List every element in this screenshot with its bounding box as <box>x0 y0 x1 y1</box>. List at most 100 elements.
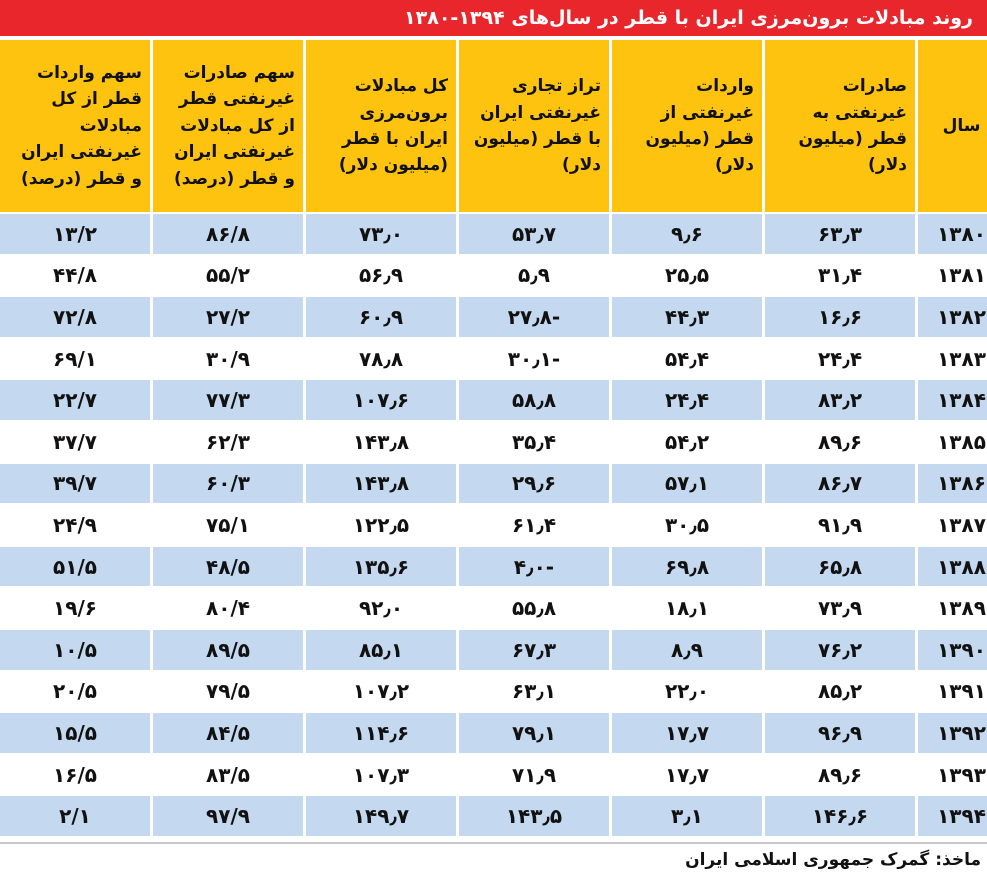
value-cell: ۵۶٫۹ <box>306 255 456 296</box>
table-row: ۱۳۹۴ ۱۴۶٫۶ ۳٫۱ ۱۴۳٫۵ ۱۴۹٫۷ ۹۷/۹ ۲/۱ <box>0 796 987 836</box>
value-cell: ۵۵٫۸ <box>459 588 609 628</box>
value-cell: ۶۰٫۹ <box>306 297 456 337</box>
year-cell: ۱۳۸۸ <box>918 546 987 587</box>
value-cell: ۵۱/۵ <box>0 546 150 587</box>
value-cell: ۱۱۴٫۶ <box>306 713 456 753</box>
table-row: ۱۳۸۱ ۳۱٫۴ ۲۵٫۵ ۵٫۹ ۵۶٫۹ ۵۵/۲ ۴۴/۸ <box>0 255 987 296</box>
value-cell: ۵۵/۲ <box>153 255 303 296</box>
value-cell: ۱۴۳٫۸ <box>306 463 456 504</box>
table-row: ۱۳۸۷ ۹۱٫۹ ۳۰٫۵ ۶۱٫۴ ۱۲۲٫۵ ۷۵/۱ ۲۴/۹ <box>0 505 987 545</box>
value-cell: ۲۲٫۰ <box>612 671 762 712</box>
value-cell: ۲۷/۲ <box>153 297 303 337</box>
value-cell: ۸۵٫۲ <box>765 671 915 712</box>
value-cell: ۷۵/۱ <box>153 505 303 545</box>
year-cell: ۱۳۸۳ <box>918 338 987 379</box>
value-cell: ۷۹٫۱ <box>459 713 609 753</box>
value-cell: ۱۳/۲ <box>0 214 150 254</box>
column-header: سال <box>918 40 987 212</box>
value-cell: ۲۵٫۵ <box>612 255 762 296</box>
value-cell: ۲۴٫۴ <box>612 380 762 420</box>
year-cell: ۱۳۹۰ <box>918 629 987 670</box>
value-cell: ۸۶٫۷ <box>765 463 915 504</box>
table-row: ۱۳۸۲ ۱۶٫۶ ۴۴٫۳ -۲۷٫۸ ۶۰٫۹ ۲۷/۲ ۷۲/۸ <box>0 297 987 337</box>
value-cell: ۸۹٫۶ <box>765 754 915 795</box>
table-row: ۱۳۸۰ ۶۳٫۳ ۹٫۶ ۵۳٫۷ ۷۳٫۰ ۸۶/۸ ۱۳/۲ <box>0 214 987 254</box>
value-cell: ۲۹٫۶ <box>459 463 609 504</box>
value-cell: ۹۶٫۹ <box>765 713 915 753</box>
value-cell: ۸۳/۵ <box>153 754 303 795</box>
value-cell: ۹۱٫۹ <box>765 505 915 545</box>
table-row: ۱۳۹۲ ۹۶٫۹ ۱۷٫۷ ۷۹٫۱ ۱۱۴٫۶ ۸۴/۵ ۱۵/۵ <box>0 713 987 753</box>
value-cell: ۱۶٫۶ <box>765 297 915 337</box>
table-row: ۱۳۹۰ ۷۶٫۲ ۸٫۹ ۶۷٫۳ ۸۵٫۱ ۸۹/۵ ۱۰/۵ <box>0 629 987 670</box>
value-cell: ۲۴/۹ <box>0 505 150 545</box>
value-cell: ۵۷٫۱ <box>612 463 762 504</box>
value-cell: ۵۴٫۴ <box>612 338 762 379</box>
value-cell: ۱۳۵٫۶ <box>306 546 456 587</box>
source-note: ماخذ: گمرک جمهوری اسلامی ایران <box>0 842 987 877</box>
year-cell: ۱۳۸۹ <box>918 588 987 628</box>
value-cell: ۱۴۶٫۶ <box>765 796 915 836</box>
value-cell: ۱۹/۶ <box>0 588 150 628</box>
year-cell: ۱۳۸۴ <box>918 380 987 420</box>
column-header: تراز تجاری غیرنفتی ایران با قطر (میلیون … <box>459 40 609 212</box>
table-row: ۱۳۸۹ ۷۳٫۹ ۱۸٫۱ ۵۵٫۸ ۹۲٫۰ ۸۰/۴ ۱۹/۶ <box>0 588 987 628</box>
value-cell: ۷۳٫۰ <box>306 214 456 254</box>
value-cell: ۷۶٫۲ <box>765 629 915 670</box>
value-cell: ۱۴۹٫۷ <box>306 796 456 836</box>
value-cell: ۶۰/۳ <box>153 463 303 504</box>
year-cell: ۱۳۸۰ <box>918 214 987 254</box>
value-cell: ۴۸/۵ <box>153 546 303 587</box>
value-cell: ۱۶/۵ <box>0 754 150 795</box>
value-cell: ۸۰/۴ <box>153 588 303 628</box>
value-cell: ۱۲۲٫۵ <box>306 505 456 545</box>
value-cell: ۳۹/۷ <box>0 463 150 504</box>
table-row: ۱۳۸۸ ۶۵٫۸ ۶۹٫۸ -۴٫۰ ۱۳۵٫۶ ۴۸/۵ ۵۱/۵ <box>0 546 987 587</box>
value-cell: ۸۹٫۶ <box>765 421 915 462</box>
table-row: ۱۳۸۳ ۲۴٫۴ ۵۴٫۴ -۳۰٫۱ ۷۸٫۸ ۳۰/۹ ۶۹/۱ <box>0 338 987 379</box>
value-cell: -۳۰٫۱ <box>459 338 609 379</box>
value-cell: ۱۸٫۱ <box>612 588 762 628</box>
value-cell: ۵۴٫۲ <box>612 421 762 462</box>
value-cell: ۳۰/۹ <box>153 338 303 379</box>
column-header: کل مبادلات برون‌مرزی ایران با قطر (میلیو… <box>306 40 456 212</box>
year-cell: ۱۳۹۴ <box>918 796 987 836</box>
value-cell: ۵٫۹ <box>459 255 609 296</box>
year-cell: ۱۳۸۱ <box>918 255 987 296</box>
header-row: سال صادرات غیرنفتی به قطر (میلیون دلار) وا… <box>0 40 987 212</box>
value-cell: ۸۶/۸ <box>153 214 303 254</box>
value-cell: ۲/۱ <box>0 796 150 836</box>
value-cell: ۳۷/۷ <box>0 421 150 462</box>
value-cell: ۹۲٫۰ <box>306 588 456 628</box>
value-cell: ۸٫۹ <box>612 629 762 670</box>
value-cell: ۸۹/۵ <box>153 629 303 670</box>
year-cell: ۱۳۹۲ <box>918 713 987 753</box>
value-cell: ۶۷٫۳ <box>459 629 609 670</box>
value-cell: ۸۴/۵ <box>153 713 303 753</box>
value-cell: ۱۷٫۷ <box>612 713 762 753</box>
value-cell: ۱۷٫۷ <box>612 754 762 795</box>
value-cell: ۶۳٫۱ <box>459 671 609 712</box>
year-cell: ۱۳۹۱ <box>918 671 987 712</box>
column-header: سهم صادرات غیرنفتی قطر از کل مبادلات غیر… <box>153 40 303 212</box>
value-cell: ۸۵٫۱ <box>306 629 456 670</box>
year-cell: ۱۳۸۶ <box>918 463 987 504</box>
column-header: واردات غیرنفتی از قطر (میلیون دلار) <box>612 40 762 212</box>
table-row: ۱۳۸۶ ۸۶٫۷ ۵۷٫۱ ۲۹٫۶ ۱۴۳٫۸ ۶۰/۳ ۳۹/۷ <box>0 463 987 504</box>
value-cell: ۷۲/۸ <box>0 297 150 337</box>
value-cell: ۳۵٫۴ <box>459 421 609 462</box>
value-cell: ۲۲/۷ <box>0 380 150 420</box>
value-cell: ۱۰/۵ <box>0 629 150 670</box>
table-row: ۱۳۸۵ ۸۹٫۶ ۵۴٫۲ ۳۵٫۴ ۱۴۳٫۸ ۶۲/۳ ۳۷/۷ <box>0 421 987 462</box>
value-cell: ۲۰/۵ <box>0 671 150 712</box>
value-cell: ۲۴٫۴ <box>765 338 915 379</box>
value-cell: ۶۱٫۴ <box>459 505 609 545</box>
value-cell: ۳٫۱ <box>612 796 762 836</box>
value-cell: ۱۰۷٫۳ <box>306 754 456 795</box>
value-cell: ۶۹/۱ <box>0 338 150 379</box>
value-cell: ۶۲/۳ <box>153 421 303 462</box>
value-cell: -۴٫۰ <box>459 546 609 587</box>
value-cell: ۷۹/۵ <box>153 671 303 712</box>
value-cell: ۴۴/۸ <box>0 255 150 296</box>
